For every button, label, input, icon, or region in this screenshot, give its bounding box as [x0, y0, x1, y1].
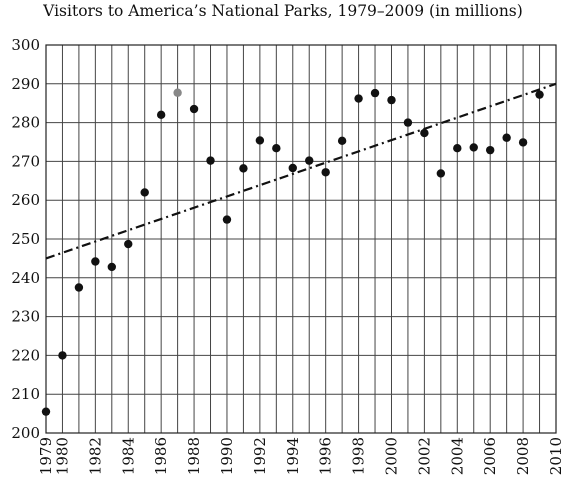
data-point	[337, 136, 347, 146]
data-point	[41, 407, 51, 416]
y-tick-label: 200	[11, 424, 40, 442]
x-tick-label: 1998	[350, 437, 368, 475]
data-point	[321, 168, 330, 177]
x-tick-label: 1982	[86, 437, 104, 475]
plot-frame	[45, 44, 557, 434]
y-tick-label: 240	[11, 269, 40, 287]
data-point	[189, 104, 199, 114]
data-point	[58, 351, 67, 360]
trend-line	[45, 82, 557, 260]
data-point	[74, 283, 84, 292]
data-point	[436, 169, 446, 178]
x-tick-label: 1984	[119, 437, 137, 475]
data-point	[206, 156, 215, 165]
y-axis-ticks: 200 210 220 230 240 250 260 270 280 290 300	[11, 36, 40, 442]
data-point	[387, 95, 396, 105]
data-point	[288, 163, 297, 173]
data-point	[354, 94, 363, 103]
y-tick-label: 230	[11, 308, 40, 326]
data-points	[41, 88, 544, 416]
x-tick-label: 1979	[37, 437, 55, 475]
data-point	[535, 90, 544, 99]
x-tick-label: 1994	[284, 437, 302, 475]
x-tick-label: 1992	[251, 437, 269, 475]
x-tick-label: 1988	[185, 437, 203, 475]
x-tick-label: 1980	[53, 437, 71, 475]
data-point	[502, 133, 511, 142]
data-point	[272, 144, 281, 153]
y-tick-label: 270	[11, 152, 40, 170]
data-point	[156, 110, 166, 120]
data-point	[140, 188, 149, 197]
data-point	[420, 128, 429, 138]
data-point	[173, 88, 182, 97]
x-tick-label: 2002	[415, 437, 433, 475]
x-tick-label: 1986	[152, 437, 170, 475]
x-tick-label: 2010	[547, 437, 565, 475]
y-tick-label: 300	[11, 36, 40, 54]
y-tick-label: 220	[11, 346, 40, 364]
x-tick-label: 2000	[382, 437, 400, 475]
data-point	[222, 215, 232, 224]
data-point	[403, 118, 413, 127]
data-point	[124, 239, 133, 249]
y-tick-label: 210	[11, 385, 40, 403]
data-point	[91, 257, 100, 266]
data-point	[370, 88, 380, 98]
x-tick-label: 2008	[514, 437, 532, 475]
y-tick-label: 250	[11, 230, 40, 248]
x-tick-label: 1990	[218, 437, 236, 475]
y-tick-label: 260	[11, 191, 40, 209]
y-tick-label: 290	[11, 75, 40, 93]
data-point	[518, 138, 528, 147]
y-tick-label: 280	[11, 114, 40, 132]
data-point	[107, 262, 117, 272]
x-tick-label: 2004	[448, 437, 466, 475]
data-point	[485, 145, 495, 155]
data-point	[239, 164, 248, 173]
data-point	[469, 143, 478, 152]
data-point	[305, 156, 314, 165]
x-tick-label: 1996	[317, 437, 335, 475]
grid-lines	[45, 44, 557, 434]
data-point	[255, 136, 265, 145]
data-point	[453, 144, 462, 153]
chart-title: Visitors to America’s National Parks, 19…	[43, 2, 523, 20]
x-tick-label: 2006	[481, 437, 499, 475]
